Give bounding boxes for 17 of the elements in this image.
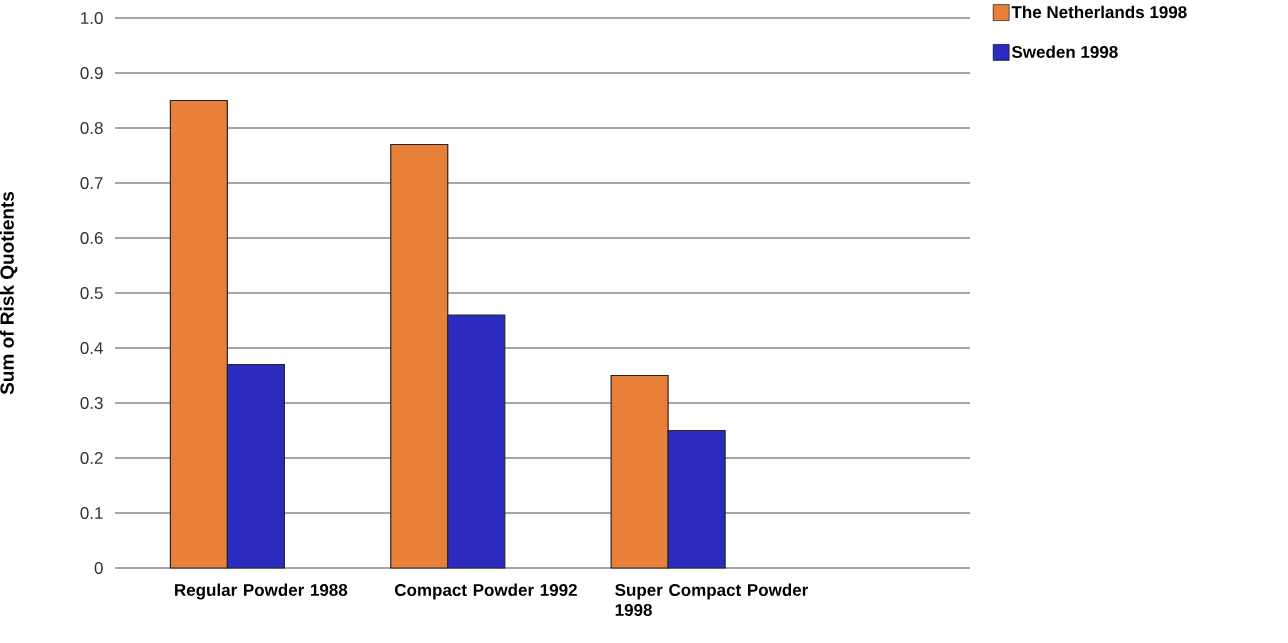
- y-tick-label: 0.8: [80, 121, 103, 135]
- y-tick-label: 0.4: [80, 341, 103, 355]
- legend-label: Sweden 1998: [1011, 45, 1118, 58]
- x-tick-label: Super Compact Powder 1998: [615, 583, 809, 617]
- y-tick-label: 0.7: [80, 176, 103, 190]
- x-tick-label: Compact Powder 1992: [394, 583, 577, 600]
- y-tick-label: 0.6: [80, 231, 103, 245]
- y-tick-label: 0.1: [80, 506, 103, 520]
- y-axis-title: Sum of Risk Quotients: [0, 191, 18, 395]
- x-tick-label: Regular Powder 1988: [175, 583, 348, 600]
- y-tick-label: 0.5: [80, 286, 103, 300]
- legend-label: The Netherlands 1998: [1011, 5, 1187, 19]
- y-tick-label: 0: [94, 561, 103, 575]
- y-tick-label: 0.3: [80, 396, 103, 410]
- y-tick-label: 0.9: [80, 66, 103, 80]
- y-tick-label: 1.0: [81, 11, 103, 25]
- y-tick-label: 0.2: [80, 451, 103, 465]
